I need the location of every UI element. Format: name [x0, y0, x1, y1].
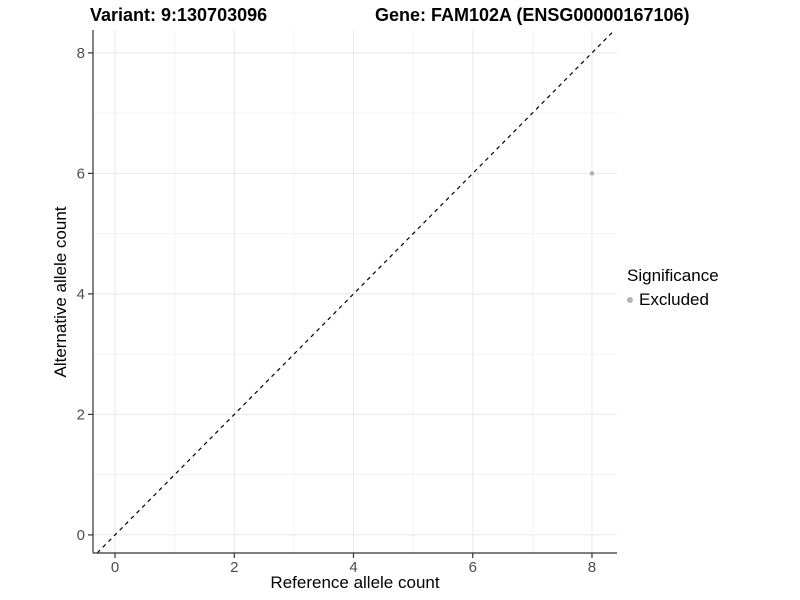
y-tick-label: 0	[77, 527, 85, 544]
x-axis-title: Reference allele count	[270, 573, 440, 592]
legend-item-label: Excluded	[639, 290, 709, 309]
legend-title: Significance	[627, 266, 719, 285]
legend: Significance Excluded	[627, 266, 719, 310]
identity-reference-line	[96, 29, 616, 554]
y-tick-label: 2	[77, 406, 85, 423]
plot-title-variant: Variant: 9:130703096	[90, 5, 268, 25]
data-point-excluded	[589, 171, 595, 176]
y-axis-title: Alternative allele count	[51, 206, 70, 378]
x-tick-label: 8	[588, 559, 596, 576]
legend-item-excluded: Excluded	[627, 290, 719, 310]
y-tick-label: 6	[77, 165, 85, 182]
x-tick-label: 0	[111, 559, 119, 576]
x-tick-label: 2	[230, 559, 238, 576]
y-tick-label: 4	[77, 286, 85, 303]
legend-swatch-excluded-icon	[627, 297, 633, 303]
x-tick-label: 4	[349, 559, 357, 576]
y-tick-label: 8	[77, 45, 85, 62]
plot-title-gene: Gene: FAM102A (ENSG00000167106)	[375, 5, 690, 25]
x-tick-label: 6	[469, 559, 477, 576]
